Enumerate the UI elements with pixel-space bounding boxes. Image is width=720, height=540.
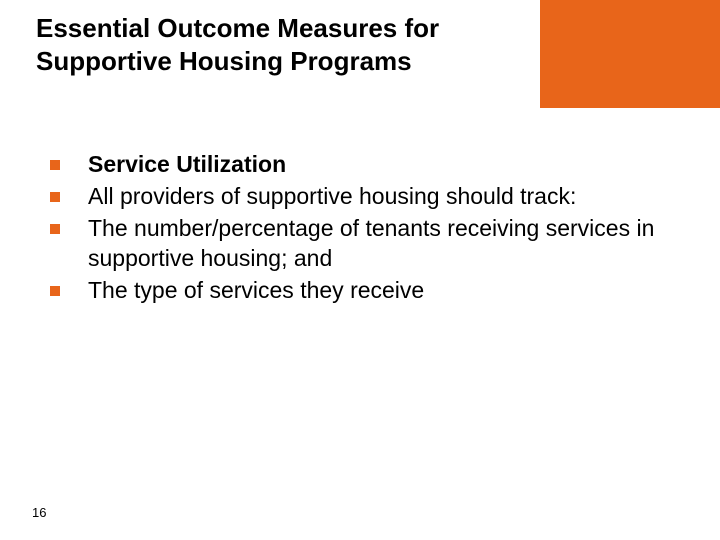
square-bullet-icon — [50, 160, 60, 170]
square-bullet-icon — [50, 224, 60, 234]
orange-corner-block — [540, 0, 720, 108]
slide-title: Essential Outcome Measures for Supportiv… — [36, 12, 540, 77]
header-bar: Essential Outcome Measures for Supportiv… — [0, 0, 720, 108]
slide: Essential Outcome Measures for Supportiv… — [0, 0, 720, 540]
title-block: Essential Outcome Measures for Supportiv… — [0, 0, 540, 108]
bullet-text: Service Utilization — [88, 150, 670, 180]
bullet-row: All providers of supportive housing shou… — [50, 182, 670, 212]
bullet-text: The type of services they receive — [88, 276, 670, 306]
bullet-text: The number/percentage of tenants receivi… — [88, 214, 670, 274]
bullet-row: The number/percentage of tenants receivi… — [50, 214, 670, 274]
page-number: 16 — [32, 505, 46, 520]
bullet-row: The type of services they receive — [50, 276, 670, 306]
bullet-row: Service Utilization — [50, 150, 670, 180]
bullet-text: All providers of supportive housing shou… — [88, 182, 670, 212]
square-bullet-icon — [50, 286, 60, 296]
square-bullet-icon — [50, 192, 60, 202]
body-area: Service UtilizationAll providers of supp… — [50, 150, 670, 307]
